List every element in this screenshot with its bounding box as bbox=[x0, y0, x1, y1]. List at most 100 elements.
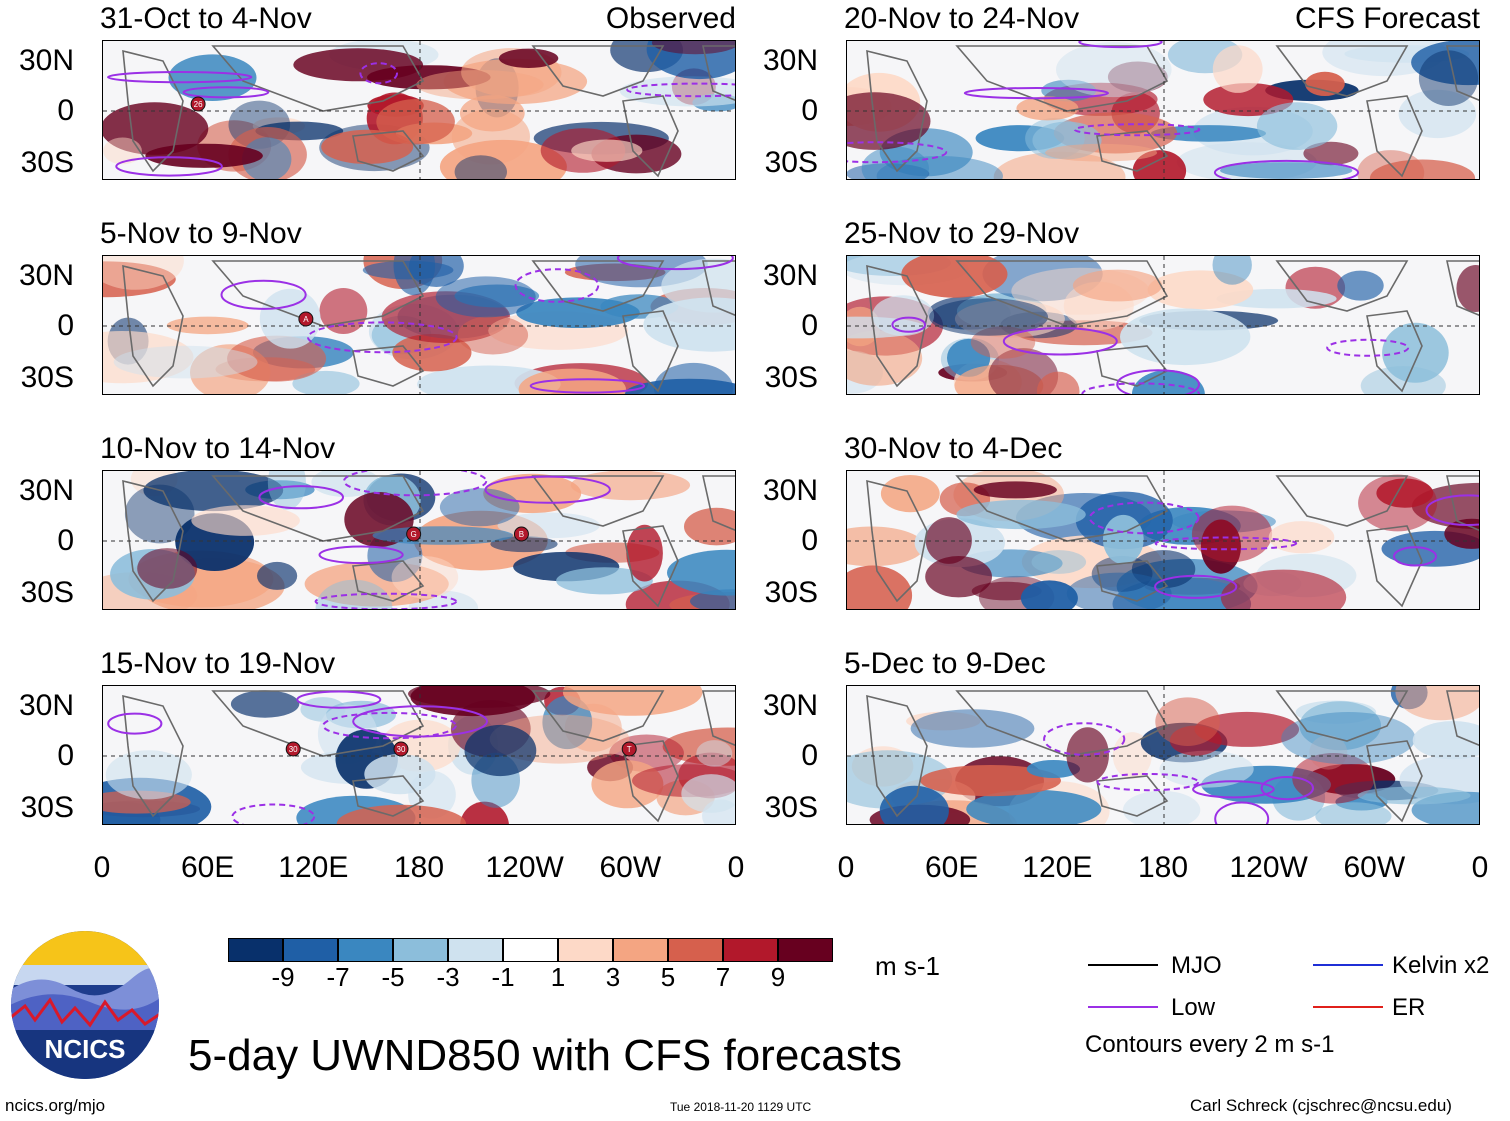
coastline bbox=[352, 130, 425, 172]
anomaly-blob bbox=[1382, 322, 1449, 383]
anomaly-blob bbox=[906, 711, 981, 731]
coastline bbox=[866, 479, 928, 603]
coastline bbox=[866, 264, 928, 388]
latitude-label: 30N bbox=[762, 474, 818, 507]
anomaly-blob bbox=[292, 370, 360, 394]
anomaly-blob bbox=[1026, 760, 1080, 778]
coastline bbox=[955, 45, 1169, 112]
low-contour bbox=[1393, 546, 1437, 567]
coastline bbox=[866, 694, 928, 818]
anomaly-blob bbox=[293, 48, 424, 82]
low-contour bbox=[115, 156, 223, 177]
map-panel bbox=[846, 255, 1480, 395]
low-contour bbox=[318, 545, 404, 565]
map-panel bbox=[846, 685, 1480, 825]
low-contour bbox=[1043, 722, 1126, 756]
anomaly-blob bbox=[880, 475, 940, 513]
low-contour bbox=[306, 321, 458, 354]
anomaly-blob bbox=[1107, 61, 1168, 93]
colorbar-tick-label: -9 bbox=[271, 962, 295, 992]
coastline bbox=[1366, 95, 1423, 178]
latitude-label: 30S bbox=[20, 791, 74, 824]
coastline bbox=[955, 260, 1169, 327]
low-contour bbox=[352, 705, 489, 738]
anomaly-blob bbox=[364, 754, 436, 795]
low-contour bbox=[847, 141, 948, 164]
map-panel bbox=[846, 470, 1480, 610]
anomaly-blob bbox=[319, 288, 368, 334]
colorbar-tick-label: -3 bbox=[436, 962, 460, 992]
colorbar bbox=[228, 938, 833, 964]
latitude-label: 30N bbox=[18, 689, 74, 722]
anomaly-blob bbox=[1281, 712, 1416, 765]
footer-right: Carl Schreck (cjschrec@ncsu.edu) bbox=[1190, 1096, 1452, 1115]
panel-title: 20-Nov to 24-Nov bbox=[844, 2, 1080, 35]
legend-mjo-label: MJO bbox=[1171, 952, 1222, 979]
panel-title: 5-Nov to 9-Nov bbox=[100, 217, 302, 250]
anomaly-blob bbox=[416, 70, 544, 100]
coastline bbox=[1446, 260, 1479, 317]
coastline bbox=[1096, 130, 1169, 172]
anomaly-blob bbox=[105, 750, 192, 800]
storm-marker: 26 bbox=[190, 96, 206, 112]
panel-tag: CFS Forecast bbox=[1294, 2, 1480, 35]
anomaly-blob bbox=[1147, 270, 1254, 310]
anomaly-blob bbox=[1268, 521, 1335, 554]
anomaly-blob bbox=[973, 481, 1057, 499]
latitude-label: 30S bbox=[20, 146, 74, 179]
anomaly-blob bbox=[1456, 265, 1479, 312]
contour-note: Contours every 2 m s-1 bbox=[1085, 1031, 1335, 1058]
anomaly-blob bbox=[1398, 89, 1477, 139]
colorbar-tick-label: -5 bbox=[381, 962, 405, 992]
coastline bbox=[1275, 260, 1409, 312]
anomaly-blob bbox=[1369, 159, 1476, 179]
latitude-label: 0 bbox=[57, 524, 74, 557]
anomaly-field: 26 bbox=[103, 41, 735, 179]
coastline bbox=[1096, 345, 1169, 387]
anomaly-blob bbox=[1120, 308, 1251, 366]
anomaly-blob bbox=[910, 709, 1035, 748]
coastline bbox=[531, 260, 665, 312]
low-contour bbox=[296, 690, 382, 709]
anomaly-blob bbox=[113, 345, 258, 379]
anomaly-blob bbox=[1256, 102, 1338, 150]
storm-marker: G bbox=[406, 526, 422, 542]
low-contour bbox=[1260, 776, 1314, 801]
anomaly-blob bbox=[376, 99, 455, 145]
anomaly-blob bbox=[681, 774, 735, 813]
colorbar-units: m s-1 bbox=[875, 951, 940, 981]
latitude-label: 30S bbox=[764, 361, 818, 394]
low-contour bbox=[359, 62, 399, 85]
anomaly-blob bbox=[1376, 478, 1434, 508]
anomaly-blob bbox=[267, 471, 306, 510]
anomaly-field bbox=[847, 471, 1479, 609]
coastline bbox=[1096, 560, 1169, 602]
coastline bbox=[1275, 690, 1409, 742]
colorbar-segment bbox=[778, 938, 833, 962]
anomaly-blob bbox=[684, 507, 735, 546]
anomaly-blob bbox=[861, 146, 929, 179]
anomaly-blob bbox=[1066, 572, 1172, 609]
anomaly-blob bbox=[1212, 256, 1252, 285]
anomaly-blob bbox=[1056, 42, 1172, 98]
anomaly-blob bbox=[901, 256, 1008, 298]
anomaly-blob bbox=[1203, 83, 1294, 117]
coastline bbox=[352, 775, 425, 817]
low-contour bbox=[343, 471, 488, 497]
anomaly-blob bbox=[393, 256, 436, 296]
anomaly-blob bbox=[166, 316, 249, 335]
low-contour bbox=[1088, 501, 1200, 535]
storm-marker: B bbox=[513, 526, 529, 542]
svg-text:30: 30 bbox=[397, 745, 406, 754]
anomaly-blob bbox=[847, 92, 931, 150]
colorbar-tick-label: 3 bbox=[605, 962, 621, 992]
low-contour bbox=[1002, 327, 1118, 356]
longitude-label: 120E bbox=[278, 851, 349, 884]
low-contour bbox=[1425, 494, 1479, 526]
panel-title: 31-Oct to 4-Nov bbox=[100, 2, 312, 35]
anomaly-blob bbox=[556, 567, 653, 595]
coastline bbox=[702, 690, 735, 747]
anomaly-blob bbox=[1191, 505, 1273, 563]
